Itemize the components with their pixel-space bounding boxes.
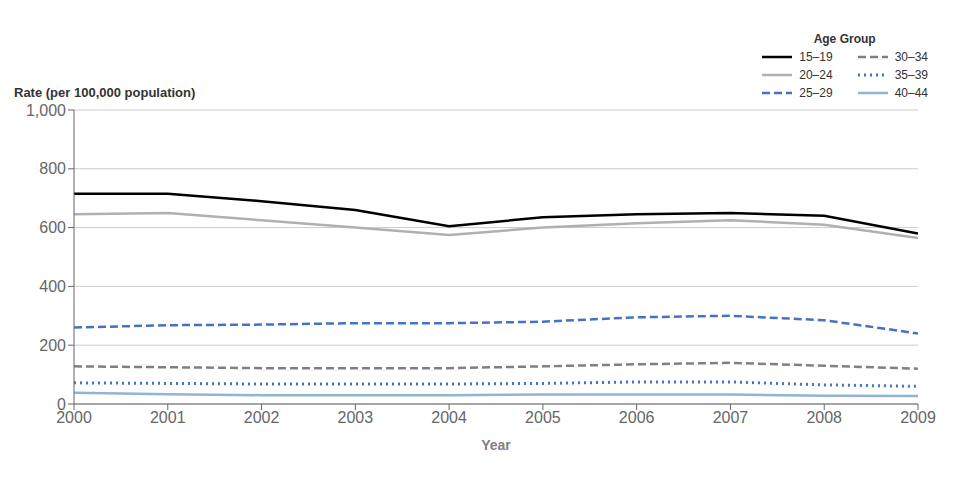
- svg-text:400: 400: [39, 278, 66, 295]
- svg-text:800: 800: [39, 160, 66, 177]
- svg-text:200: 200: [39, 337, 66, 354]
- svg-text:2004: 2004: [431, 409, 467, 426]
- svg-text:2002: 2002: [244, 409, 280, 426]
- svg-text:2008: 2008: [806, 409, 842, 426]
- html-text:30–34: 30–34: [894, 50, 928, 64]
- svg-text:600: 600: [39, 219, 66, 236]
- svg-text:2001: 2001: [150, 409, 186, 426]
- html-text:40–44: 40–44: [894, 86, 928, 100]
- svg-text:2005: 2005: [525, 409, 561, 426]
- svg-text:2007: 2007: [713, 409, 749, 426]
- html-text:15–19: 15–19: [799, 50, 833, 64]
- svg-text:2000: 2000: [56, 409, 92, 427]
- svg-text:2009: 2009: [900, 409, 936, 426]
- html-text:Age Group: Age Group: [813, 32, 876, 46]
- html-text:20–24: 20–24: [799, 68, 833, 82]
- svg-text:Year: Year: [481, 437, 511, 453]
- html-text:25–29: 25–29: [799, 86, 833, 100]
- svg-text:2006: 2006: [619, 409, 655, 426]
- svg-text:2003: 2003: [338, 409, 374, 426]
- svg-text:1,000: 1,000: [26, 102, 66, 119]
- svg-text:0: 0: [57, 396, 66, 413]
- html-text:Rate (per 100,000 population): Rate (per 100,000 population): [14, 85, 196, 100]
- html-text:35–39: 35–39: [894, 68, 928, 82]
